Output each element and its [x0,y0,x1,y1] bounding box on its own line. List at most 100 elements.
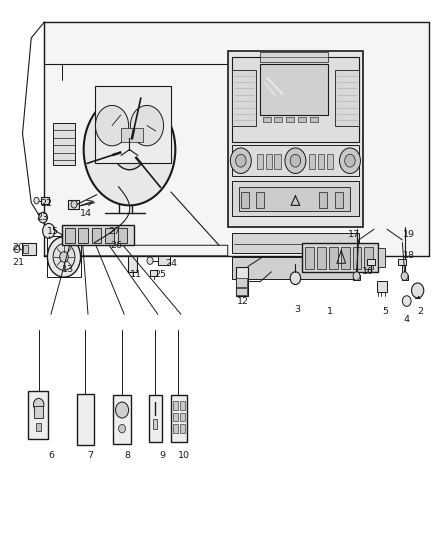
Bar [92,228,101,243]
Bar [77,394,94,445]
Circle shape [138,149,148,161]
Circle shape [95,106,129,146]
Bar [353,275,360,280]
Bar [23,245,28,253]
Bar [65,228,75,243]
Bar [261,52,328,62]
Circle shape [14,245,20,253]
Text: 4: 4 [404,315,410,324]
Circle shape [290,272,300,285]
Circle shape [47,237,81,277]
Circle shape [119,424,126,433]
Bar [256,192,264,208]
Text: 8: 8 [124,451,131,460]
Bar [109,238,118,245]
Bar [261,64,328,115]
Text: 9: 9 [159,451,165,460]
Bar [319,192,327,208]
Text: 13: 13 [62,265,74,273]
Bar [62,225,134,245]
Bar [236,266,248,296]
Circle shape [236,155,246,167]
Bar [34,406,43,418]
Bar [107,228,114,234]
Circle shape [120,138,139,161]
Text: 20: 20 [12,244,24,253]
Bar [286,117,294,123]
Bar [170,394,187,442]
Bar [353,247,361,269]
Text: 2: 2 [417,307,423,316]
Bar [21,243,35,255]
Text: 24: 24 [165,260,177,268]
Circle shape [111,149,122,161]
Circle shape [71,200,77,208]
Polygon shape [44,22,428,256]
Bar [232,233,359,253]
Circle shape [339,148,360,173]
Bar [327,155,333,169]
Circle shape [111,238,116,245]
Circle shape [147,257,153,264]
Text: 15: 15 [47,228,59,237]
Bar [398,259,406,265]
Bar [237,288,247,295]
Text: 27: 27 [108,228,120,237]
Bar [28,391,48,439]
Circle shape [412,283,424,298]
Text: 23: 23 [36,213,48,222]
Circle shape [84,94,175,205]
Bar [377,281,387,292]
Bar [173,424,178,433]
Circle shape [290,155,300,167]
Text: 12: 12 [237,296,249,305]
Bar [239,187,350,211]
Bar [150,270,157,276]
Bar [232,146,359,176]
Bar [232,181,359,216]
Bar [113,394,131,443]
Bar [378,248,385,266]
Bar [180,401,184,409]
Bar [241,192,249,208]
Bar [263,117,271,123]
Bar [128,256,137,272]
Bar [41,197,49,204]
Circle shape [113,130,146,169]
Circle shape [116,402,129,418]
Bar [335,192,343,208]
Bar [105,228,114,243]
Text: 25: 25 [154,270,166,279]
Circle shape [60,252,68,262]
Bar [257,155,263,169]
Bar [68,199,79,209]
Bar [228,51,363,227]
Text: 21: 21 [12,258,24,266]
Bar [121,128,143,142]
Bar [237,278,247,287]
Bar [232,56,359,142]
Bar [302,243,378,272]
Circle shape [39,212,47,223]
Circle shape [131,106,163,146]
Text: 26: 26 [110,241,122,250]
Text: 18: 18 [403,252,415,260]
Text: 6: 6 [48,451,54,460]
Text: 16: 16 [361,268,374,276]
Bar [309,155,315,169]
Bar [329,247,338,269]
Bar [46,236,81,277]
Bar [275,155,281,169]
Circle shape [353,272,360,280]
Bar [158,256,170,265]
Bar [402,275,408,280]
Text: 11: 11 [130,270,142,279]
Circle shape [33,398,44,411]
Circle shape [230,148,251,173]
Bar [232,70,256,126]
Bar [152,419,157,429]
Circle shape [345,155,355,167]
Text: 22: 22 [41,199,53,208]
Bar [341,247,350,269]
Bar [53,123,75,165]
